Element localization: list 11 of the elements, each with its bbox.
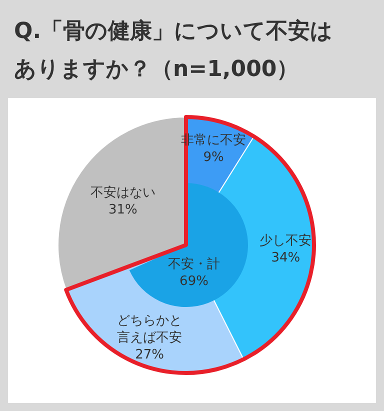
slice-label: 非常に不安 <box>181 132 246 148</box>
data-label: 9% <box>203 150 224 166</box>
slice-label: 少し不安 <box>260 232 312 249</box>
slice-label: 不安・計 <box>168 256 220 272</box>
slice-label: 不安はない <box>90 184 156 200</box>
data-label: 31% <box>108 202 138 218</box>
data-label: 69% <box>180 274 208 290</box>
slice-label: どちらかと言えば不安 <box>117 314 182 346</box>
data-label: 27% <box>135 348 164 363</box>
data-label: 34% <box>271 250 300 266</box>
chart-title: Q.「骨の健康」について不安はありますか？（n=1,000） <box>14 18 334 82</box>
